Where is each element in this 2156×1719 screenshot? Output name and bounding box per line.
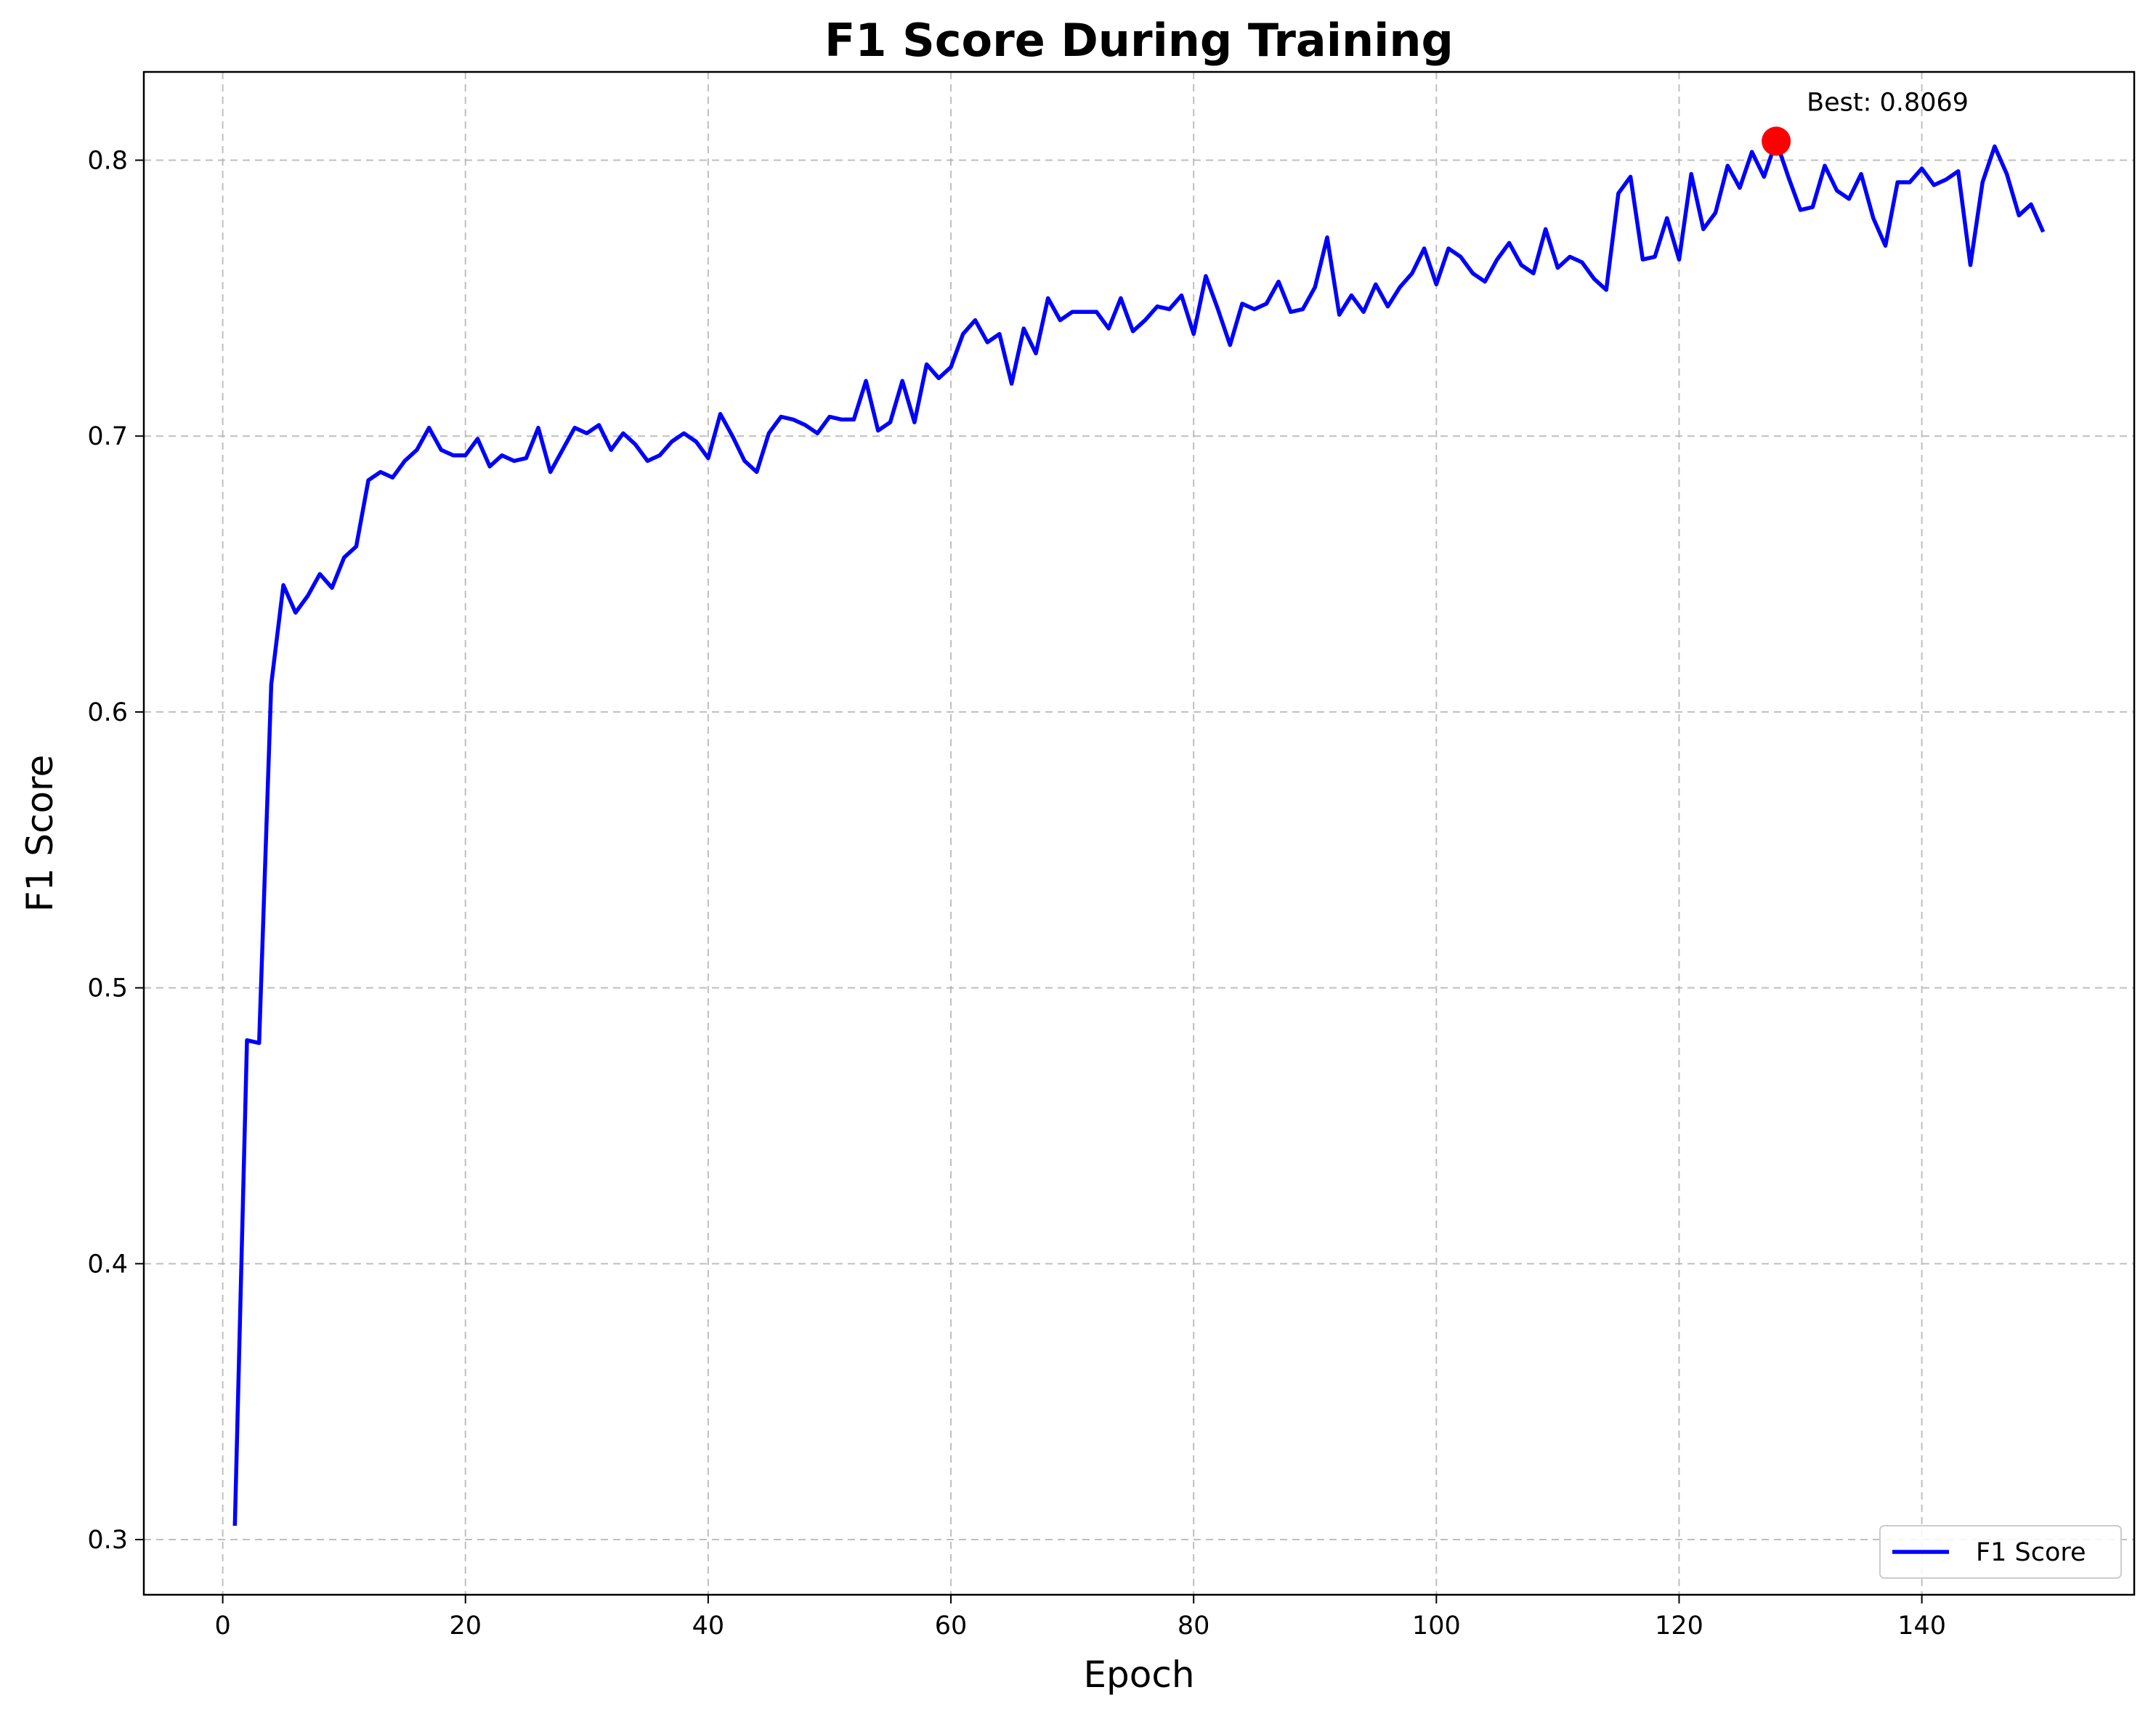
grid-layer bbox=[144, 72, 2134, 1595]
x-tick-label: 120 bbox=[1655, 1611, 1703, 1641]
x-tick-label: 140 bbox=[1897, 1611, 1946, 1641]
plot-frame bbox=[142, 70, 2136, 1596]
y-tick-label: 0.7 bbox=[87, 422, 128, 451]
y-tick-label: 0.5 bbox=[87, 974, 128, 1003]
series-layer bbox=[232, 139, 2046, 1526]
y-tick-label: 0.4 bbox=[87, 1250, 128, 1279]
x-tick-label: 20 bbox=[449, 1611, 482, 1641]
legend: F1 Score bbox=[1879, 1525, 2122, 1579]
best-annotation: Best: 0.8069 bbox=[1807, 88, 1969, 117]
x-tick-label: 40 bbox=[692, 1611, 725, 1641]
y-tick-label: 0.8 bbox=[87, 147, 128, 176]
x-tick-label: 100 bbox=[1412, 1611, 1461, 1641]
y-tick-label: 0.3 bbox=[87, 1526, 128, 1555]
annotation-layer: Best: 0.8069 bbox=[1762, 88, 1969, 156]
x-axis-label: Epoch bbox=[1083, 1654, 1194, 1696]
y-axis-label: F1 Score bbox=[19, 755, 61, 913]
x-tick-label: 80 bbox=[1178, 1611, 1210, 1641]
x-tick-label: 0 bbox=[214, 1611, 230, 1641]
legend-label-f1-score: F1 Score bbox=[1976, 1538, 2086, 1567]
chart-title: F1 Score During Training bbox=[824, 14, 1454, 67]
series-line-f1-score bbox=[232, 139, 2046, 1526]
y-tick-label: 0.6 bbox=[87, 698, 128, 727]
best-point-marker bbox=[1762, 126, 1791, 156]
legend-box bbox=[1879, 1525, 2122, 1579]
tick-layer: 0 20 40 60 80 100 120 140 0.3 0.4 0.5 0.6 0.7 0.8 bbox=[87, 147, 1946, 1641]
x-tick-label: 60 bbox=[935, 1611, 968, 1641]
